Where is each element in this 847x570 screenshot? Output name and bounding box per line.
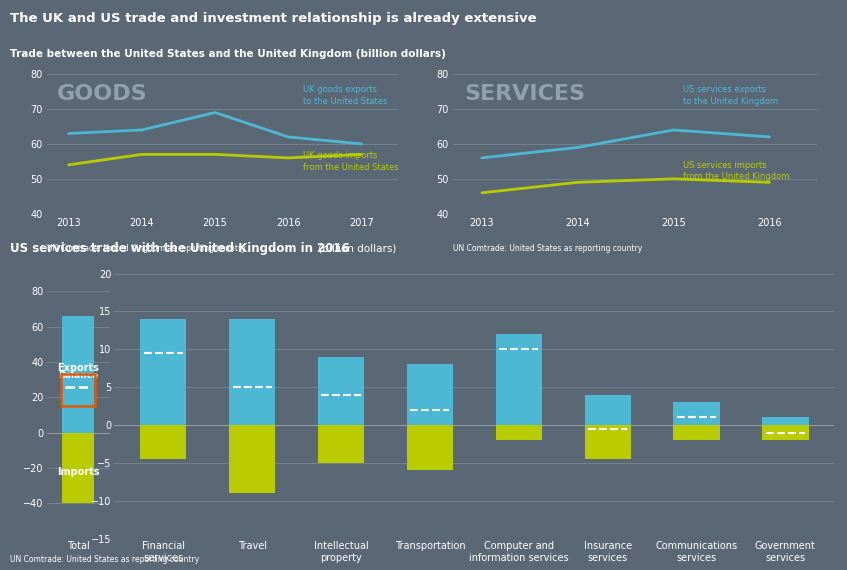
Text: UN Comtrade: United States as reporting country: UN Comtrade: United States as reporting … — [453, 245, 642, 254]
Bar — [407, 364, 453, 425]
Text: UN Comtrade: United Kingdom as reporting country: UN Comtrade: United Kingdom as reporting… — [47, 245, 246, 254]
Bar — [318, 357, 364, 425]
Text: SERVICES: SERVICES — [464, 84, 585, 104]
Bar — [63, 433, 94, 503]
Bar — [495, 425, 542, 440]
Bar — [673, 402, 720, 425]
Text: (billion dollars): (billion dollars) — [315, 243, 396, 254]
Bar — [229, 425, 275, 493]
Text: UK goods imports
from the United States: UK goods imports from the United States — [303, 151, 399, 172]
Bar — [140, 425, 186, 459]
Text: UN Comtrade: United States as reporting country: UN Comtrade: United States as reporting … — [10, 555, 199, 564]
Bar — [584, 425, 631, 459]
Text: Trade between the United States and the United Kingdom (billion dollars): Trade between the United States and the … — [10, 49, 446, 59]
Text: The UK and US trade and investment relationship is already extensive: The UK and US trade and investment relat… — [10, 12, 537, 25]
Bar — [407, 425, 453, 470]
Text: US services exports
to the United Kingdom: US services exports to the United Kingdo… — [683, 86, 778, 106]
Text: GOODS: GOODS — [57, 84, 147, 104]
Text: Imports: Imports — [57, 466, 100, 477]
Text: US services trade with the United Kingdom in 2016: US services trade with the United Kingdo… — [10, 242, 350, 255]
Text: US services imports
from the United Kingdom: US services imports from the United King… — [683, 161, 789, 181]
Bar — [63, 316, 94, 433]
Bar — [584, 395, 631, 425]
Bar — [673, 425, 720, 440]
Bar — [140, 319, 186, 425]
Text: Exports: Exports — [58, 364, 99, 373]
Text: UK goods exports
to the United States: UK goods exports to the United States — [303, 86, 388, 106]
Bar — [61, 374, 96, 406]
Text: Balance: Balance — [58, 370, 98, 380]
Bar — [229, 319, 275, 425]
Bar — [762, 425, 809, 440]
Bar — [495, 334, 542, 425]
Bar — [762, 417, 809, 425]
Bar — [318, 425, 364, 463]
